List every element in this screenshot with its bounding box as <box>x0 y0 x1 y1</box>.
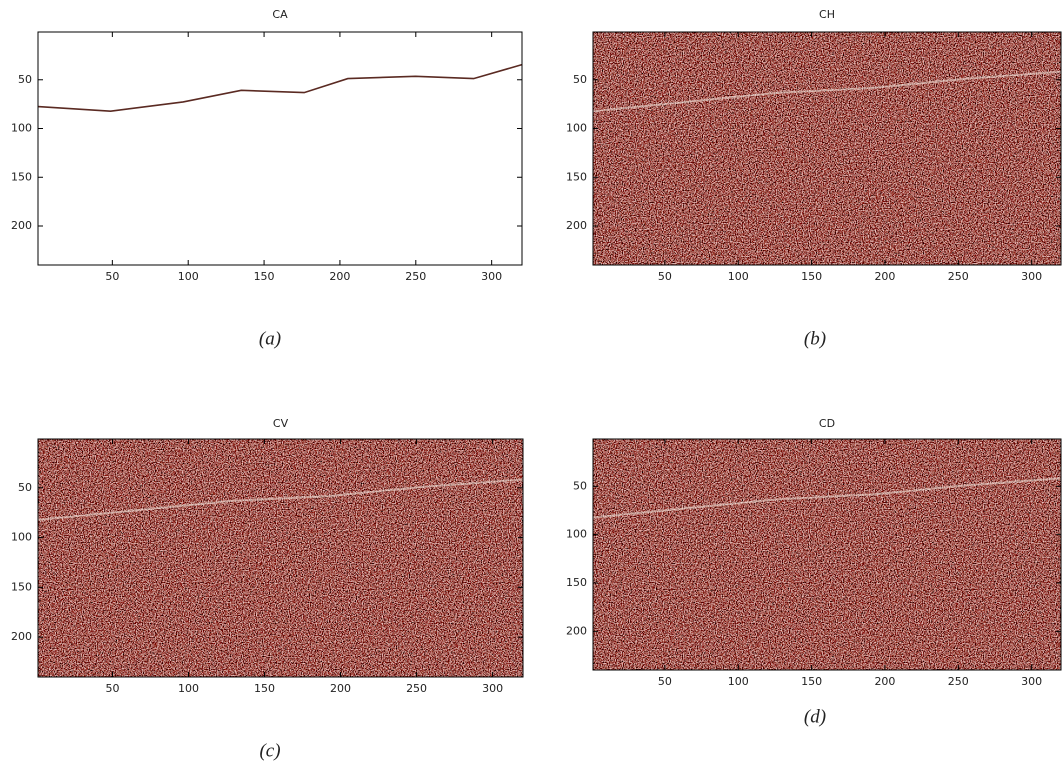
crack-trace <box>37 478 524 521</box>
panel: CH 50 100 150 200 250 300 50 100 150 200 (b) <box>566 8 1062 349</box>
x-tick-label: 250 <box>405 270 426 283</box>
crack-trace <box>37 63 523 113</box>
y-tick-label: 150 <box>11 580 32 593</box>
caption: (d) <box>804 706 826 727</box>
y-tick-label: 150 <box>11 170 32 183</box>
caption: (a) <box>259 328 281 349</box>
image-area <box>38 439 523 677</box>
x-tick-label: 300 <box>482 682 503 695</box>
y-tick-label: 200 <box>11 630 32 643</box>
x-tick-label: 100 <box>178 682 199 695</box>
y-tick-label: 50 <box>18 73 32 86</box>
chart-title: CH <box>819 8 835 21</box>
y-tick-label: 50 <box>18 481 32 494</box>
y-tick-label: 100 <box>11 122 32 135</box>
y-tick-label: 50 <box>573 73 587 86</box>
y-tick-label: 150 <box>566 576 587 589</box>
y-tick-label: 200 <box>11 219 32 232</box>
x-tick-label: 150 <box>254 270 275 283</box>
y-tick-label: 200 <box>566 219 587 232</box>
x-tick-label: 150 <box>254 682 275 695</box>
panel: CD 50 100 150 200 250 300 50 100 150 200 (d) <box>566 417 1062 727</box>
x-tick-label: 250 <box>406 682 427 695</box>
crack-trace <box>592 70 1062 113</box>
x-tick-label: 200 <box>330 682 351 695</box>
image-area <box>38 32 522 265</box>
image-area <box>593 32 1061 265</box>
crack-trace <box>592 477 1062 519</box>
x-tick-label: 200 <box>874 675 895 688</box>
y-tick-label: 50 <box>573 479 587 492</box>
panel: CV 50 100 150 200 250 300 50 100 150 200 (c) <box>11 417 524 761</box>
x-tick-label: 50 <box>105 682 119 695</box>
y-tick-label: 100 <box>11 531 32 544</box>
x-tick-label: 300 <box>1021 675 1042 688</box>
image-area <box>593 439 1061 670</box>
x-tick-label: 50 <box>658 675 672 688</box>
x-tick-label: 200 <box>329 270 350 283</box>
x-tick-label: 100 <box>728 675 749 688</box>
y-tick-label: 200 <box>566 624 587 637</box>
y-tick-label: 100 <box>566 122 587 135</box>
x-tick-label: 50 <box>105 270 119 283</box>
x-tick-label: 250 <box>948 270 969 283</box>
x-tick-label: 250 <box>948 675 969 688</box>
axes-box <box>592 31 1062 266</box>
x-tick-label: 150 <box>801 675 822 688</box>
x-tick-label: 50 <box>658 270 672 283</box>
panel: CA 50 100 150 200 250 300 50 100 150 200 (a) <box>11 8 523 349</box>
caption: (b) <box>804 328 826 349</box>
chart-title: CD <box>819 417 835 430</box>
x-tick-label: 100 <box>178 270 199 283</box>
y-tick-label: 100 <box>566 528 587 541</box>
axes-box <box>37 31 523 266</box>
caption: (c) <box>259 740 280 761</box>
chart-title: CA <box>272 8 288 21</box>
y-tick-label: 150 <box>566 170 587 183</box>
x-tick-label: 100 <box>728 270 749 283</box>
chart-title: CV <box>273 417 289 430</box>
axes-box <box>592 438 1062 671</box>
x-tick-label: 200 <box>874 270 895 283</box>
x-tick-label: 300 <box>1021 270 1042 283</box>
axes-box <box>37 438 524 678</box>
x-tick-label: 150 <box>801 270 822 283</box>
x-tick-label: 300 <box>481 270 502 283</box>
